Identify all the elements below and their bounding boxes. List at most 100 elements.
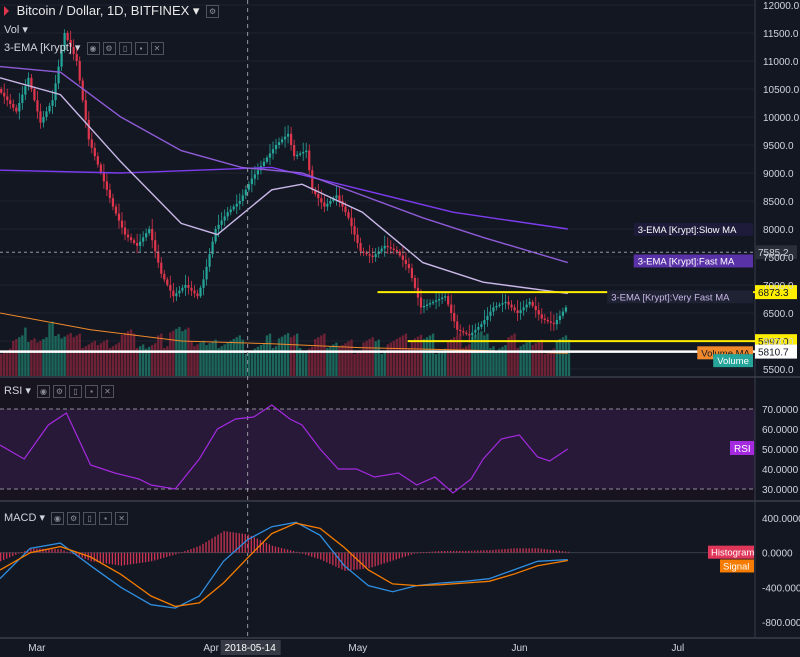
- volume-bar: [498, 348, 501, 376]
- histogram-bar: [537, 548, 539, 553]
- histogram-bar: [416, 552, 419, 554]
- histogram-bar: [326, 552, 328, 563]
- chevron-down-icon[interactable]: ▾: [39, 512, 45, 524]
- eye-icon[interactable]: ◉: [51, 511, 65, 525]
- volume-bar: [268, 333, 272, 376]
- chevron-down-icon[interactable]: ▾: [22, 24, 28, 36]
- histogram-bar: [425, 552, 428, 553]
- histogram-bar: [208, 540, 210, 553]
- symbol-title[interactable]: Bitcoin / Dollar, 1D, BITFINEX ▾ ⚙: [4, 3, 220, 19]
- candle-body: [172, 290, 175, 297]
- volume-bar: [256, 346, 260, 376]
- chevron-down-icon[interactable]: ▾: [192, 3, 200, 18]
- rsi-tick-label: 40.0000: [762, 465, 799, 476]
- volume-bar: [105, 339, 109, 376]
- volume-bar: [389, 342, 392, 376]
- settings-icon[interactable]: ⚙: [53, 384, 66, 398]
- volume-bar: [425, 337, 429, 376]
- histogram-bar: [483, 550, 485, 553]
- eye-icon[interactable]: ◉: [37, 384, 50, 398]
- volume-bar: [546, 352, 550, 376]
- eye-icon[interactable]: ◉: [86, 41, 100, 55]
- volume-bar: [214, 339, 217, 376]
- volume-bar: [555, 340, 559, 376]
- histogram-bar: [277, 547, 280, 553]
- source-icon[interactable]: ▯: [69, 384, 82, 398]
- candle-body: [438, 299, 441, 301]
- volume-bar: [459, 333, 462, 376]
- volume-bar: [495, 350, 498, 376]
- candle-body: [374, 254, 377, 257]
- source-icon[interactable]: ▯: [118, 41, 132, 55]
- histogram-bar: [220, 532, 222, 553]
- settings-icon[interactable]: ⚙: [206, 5, 220, 19]
- histogram-bar: [359, 552, 361, 570]
- macd-legend[interactable]: MACD ▾ ◉ ⚙ ▯ ▪ ✕: [4, 511, 129, 525]
- volume-bar: [298, 348, 302, 376]
- volume-bar: [323, 333, 326, 376]
- histogram-bar: [289, 550, 292, 553]
- signal-label: Signal: [723, 561, 749, 572]
- histogram-bar: [160, 552, 162, 559]
- histogram-bar: [24, 550, 26, 553]
- candle-body: [54, 83, 57, 101]
- source-icon[interactable]: ▯: [83, 511, 97, 525]
- candle-body: [371, 255, 374, 257]
- candle-body: [287, 133, 290, 137]
- histogram-bar: [202, 543, 204, 553]
- candle-body: [453, 313, 456, 322]
- histogram-bar: [265, 542, 268, 553]
- settings-icon[interactable]: ⚙: [67, 511, 81, 525]
- legend-tag: [713, 354, 753, 368]
- ema-legend[interactable]: 3-EMA [Krypt] ▾ ◉ ⚙ ▯ ▪ ✕: [4, 41, 164, 55]
- histogram-bar: [504, 548, 506, 553]
- ema-buttons: ◉ ⚙ ▯ ▪ ✕: [84, 41, 164, 55]
- settings-icon[interactable]: ⚙: [102, 41, 116, 55]
- volume-bar: [419, 334, 423, 376]
- volume-bar: [519, 346, 522, 376]
- lock-icon[interactable]: ▪: [85, 384, 98, 398]
- candle-body: [305, 150, 308, 152]
- histogram-bar: [522, 548, 524, 553]
- volume-bar: [93, 340, 97, 376]
- candle-body: [274, 145, 278, 150]
- volume-bar: [401, 335, 405, 376]
- rsi-legend[interactable]: RSI ▾ ◉ ⚙ ▯ ▪ ✕: [4, 384, 114, 398]
- histogram-bar: [138, 552, 141, 564]
- volume-bar: [147, 346, 151, 376]
- candle-body: [256, 170, 259, 175]
- volume-bar: [54, 336, 57, 376]
- vol-legend[interactable]: Vol ▾: [4, 23, 28, 36]
- close-icon[interactable]: ✕: [101, 384, 114, 398]
- chevron-down-icon[interactable]: ▾: [25, 385, 31, 397]
- volume-bar: [3, 352, 6, 376]
- candle-body: [60, 49, 63, 67]
- volume-bar: [311, 346, 314, 376]
- candle-body: [462, 331, 465, 333]
- chevron-down-icon[interactable]: ▾: [74, 42, 81, 54]
- candle-body: [356, 234, 359, 243]
- volume-bar: [250, 350, 254, 376]
- histogram-bar: [117, 552, 120, 566]
- candle-body: [531, 301, 534, 306]
- volume-bar: [341, 345, 344, 376]
- volume-bar: [344, 343, 347, 376]
- close-icon[interactable]: ✕: [150, 41, 164, 55]
- candle-body: [540, 314, 543, 319]
- volume-bar: [123, 333, 127, 376]
- lock-icon[interactable]: ▪: [99, 511, 113, 525]
- volume-bar: [154, 343, 157, 376]
- volume-bar: [489, 348, 492, 376]
- candle-body: [166, 279, 169, 285]
- volume-bar: [440, 350, 444, 376]
- volume-bar: [262, 343, 266, 376]
- histogram-bar: [6, 552, 8, 559]
- lock-icon[interactable]: ▪: [134, 41, 148, 55]
- candle-body: [114, 206, 118, 214]
- histogram-bar: [431, 551, 434, 553]
- candle-body: [244, 189, 247, 196]
- candle-body: [126, 234, 130, 238]
- volume-bar: [462, 348, 465, 376]
- close-icon[interactable]: ✕: [115, 511, 129, 525]
- candle-body: [335, 195, 338, 199]
